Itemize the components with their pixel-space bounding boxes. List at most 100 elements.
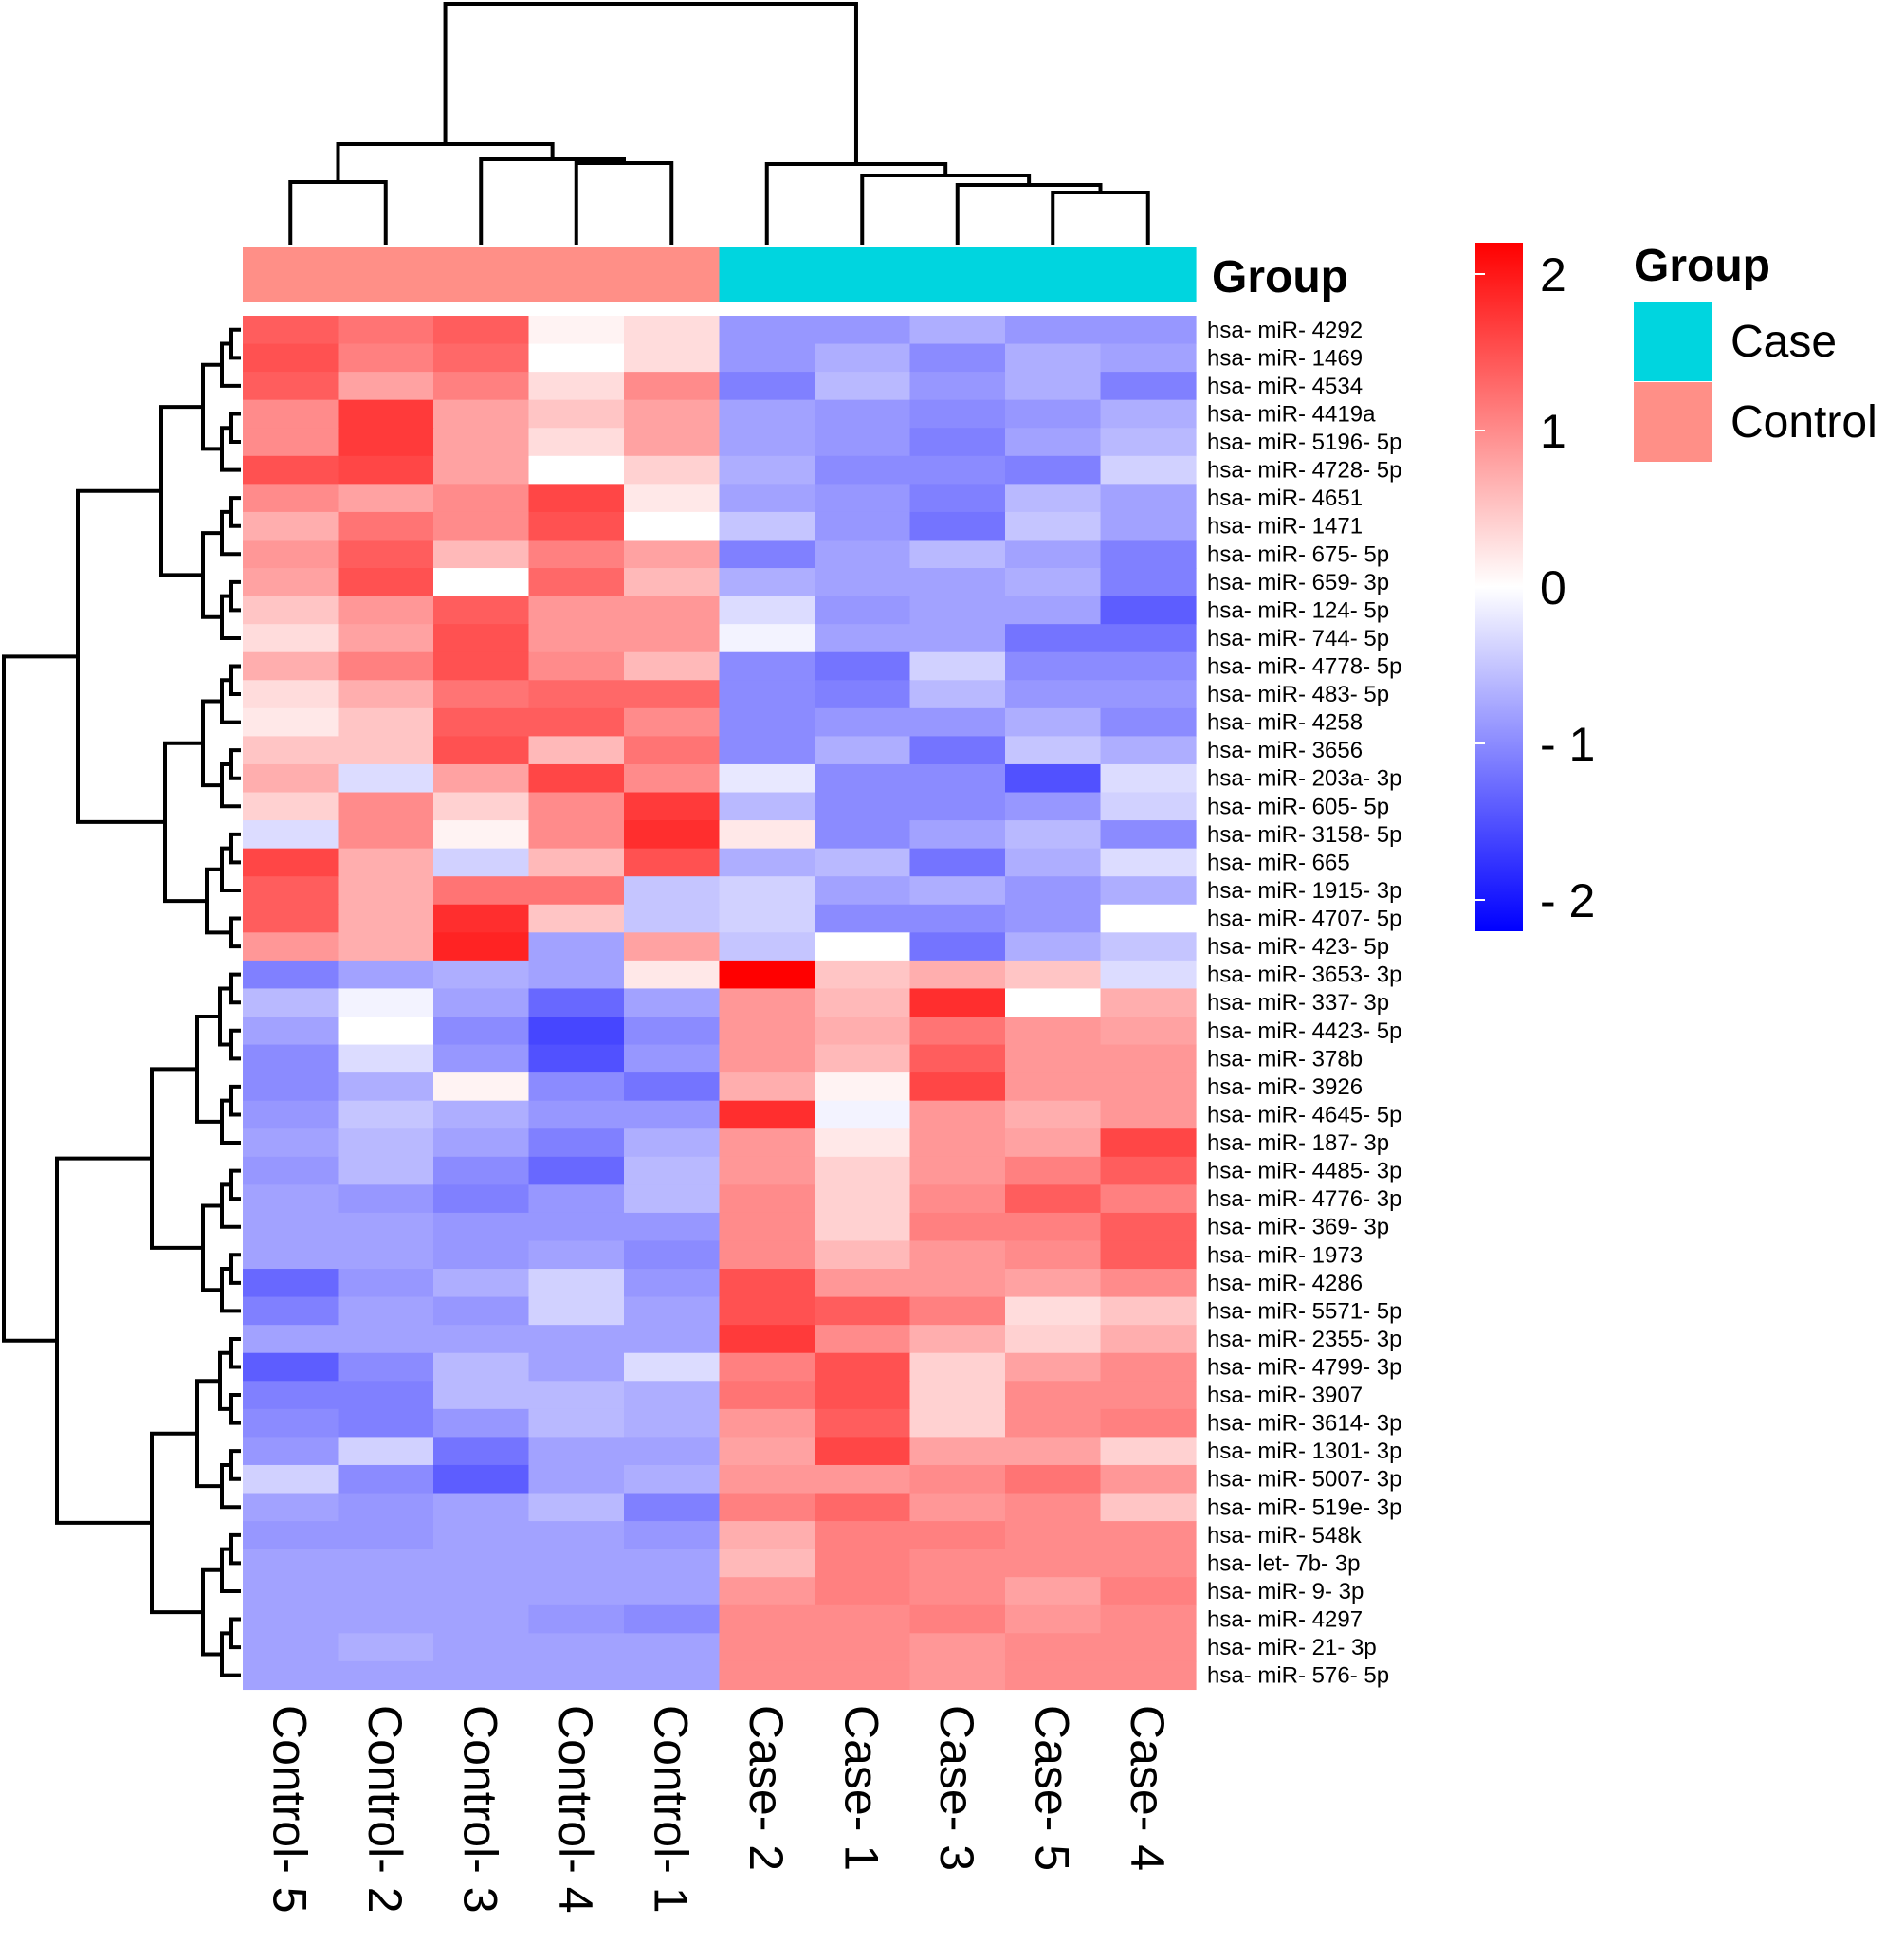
heatmap-cell xyxy=(433,1464,530,1494)
heatmap-cell xyxy=(338,680,434,709)
heatmap-cell xyxy=(815,960,911,990)
row-label: hsa- miR- 4651 xyxy=(1207,486,1363,511)
heatmap-cell xyxy=(1005,372,1102,401)
dendrogram-branch xyxy=(288,180,388,245)
heatmap-cell xyxy=(338,1325,434,1354)
row-label: hsa- miR- 4423- 5p xyxy=(1207,1018,1401,1044)
heatmap-cell xyxy=(1100,1577,1197,1606)
heatmap-cell xyxy=(719,1017,815,1046)
heatmap-cell xyxy=(909,1212,1006,1242)
heatmap-cell xyxy=(909,316,1006,345)
heatmap-cell xyxy=(909,511,1006,541)
heatmap-cell xyxy=(528,820,625,850)
heatmap-cell xyxy=(338,1660,434,1691)
heatmap-cell xyxy=(719,1408,815,1438)
heatmap-cell xyxy=(528,1100,625,1129)
heatmap-cell xyxy=(624,428,721,457)
heatmap-cell xyxy=(1005,596,1102,625)
heatmap-cell xyxy=(624,455,721,485)
heatmap-cell xyxy=(338,540,434,569)
heatmap-cell xyxy=(243,736,339,765)
heatmap-cell xyxy=(338,1464,434,1494)
heatmap-cell xyxy=(338,568,434,597)
heatmap-cell xyxy=(719,1660,815,1691)
heatmap-cell xyxy=(338,960,434,990)
row-label: hsa- miR- 483- 5p xyxy=(1207,682,1389,707)
heatmap-cell xyxy=(1100,1017,1197,1046)
row-label: hsa- miR- 4799- 3p xyxy=(1207,1355,1401,1381)
heatmap-cell xyxy=(909,1521,1006,1550)
heatmap-cells xyxy=(243,316,1197,1691)
heatmap-cell xyxy=(1100,1325,1197,1354)
heatmap-cell xyxy=(338,707,434,737)
heatmap-cell xyxy=(1100,904,1197,933)
heatmap-cell xyxy=(909,707,1006,737)
group-bar-cell xyxy=(624,247,721,302)
heatmap-cell xyxy=(528,511,625,541)
heatmap-cell xyxy=(528,1660,625,1691)
heatmap-cell xyxy=(528,960,625,990)
heatmap-cell xyxy=(243,484,339,513)
heatmap-cell xyxy=(433,932,530,962)
heatmap-cell xyxy=(243,1660,339,1691)
dendrogram-branch xyxy=(201,362,222,451)
heatmap-cell xyxy=(719,651,815,681)
legend-swatch xyxy=(1634,302,1712,381)
heatmap-cell xyxy=(909,1577,1006,1606)
dendrogram-branch xyxy=(229,496,241,528)
column-labels: Control- 5 Control- 2 Control- 3 Control- 4… xyxy=(263,1705,1174,1914)
heatmap-cell xyxy=(528,763,625,794)
heatmap-cell xyxy=(338,820,434,850)
heatmap-cell xyxy=(624,1240,721,1270)
heatmap-cell xyxy=(528,1325,625,1354)
dendrogram-branch xyxy=(76,488,165,824)
dendrogram-branch xyxy=(229,412,241,445)
heatmap-cell xyxy=(433,1633,530,1662)
heatmap-cell xyxy=(528,707,625,737)
heatmap-cell xyxy=(1100,1464,1197,1494)
row-label: hsa- miR- 9- 3p xyxy=(1207,1579,1364,1604)
heatmap-cell xyxy=(1005,343,1102,373)
heatmap-cell xyxy=(815,455,911,485)
column-label: Control- 4 xyxy=(549,1705,602,1914)
heatmap-cell xyxy=(1100,540,1197,569)
group-bar-cell xyxy=(909,247,1006,302)
heatmap-cell xyxy=(624,1325,721,1354)
row-label: hsa- miR- 203a- 3p xyxy=(1207,766,1401,792)
heatmap-cell xyxy=(909,1408,1006,1438)
heatmap-cell xyxy=(243,540,339,569)
heatmap-cell xyxy=(815,736,911,765)
row-label: hsa- miR- 1915- 3p xyxy=(1207,878,1401,904)
heatmap-cell xyxy=(909,540,1006,569)
heatmap-cell xyxy=(1005,1604,1102,1634)
heatmap-cell xyxy=(815,1660,911,1691)
heatmap-cell xyxy=(1005,707,1102,737)
heatmap-cell xyxy=(909,1660,1006,1691)
heatmap-cell xyxy=(243,1269,339,1298)
heatmap-cell xyxy=(624,484,721,513)
heatmap-cell xyxy=(528,568,625,597)
heatmap-cell xyxy=(1005,1156,1102,1185)
heatmap-cell xyxy=(1100,1381,1197,1410)
heatmap-cell xyxy=(433,372,530,401)
heatmap-cell xyxy=(433,1296,530,1326)
heatmap-cell xyxy=(433,960,530,990)
heatmap-cell xyxy=(909,596,1006,625)
heatmap-cell xyxy=(528,343,625,373)
heatmap-cell xyxy=(909,1017,1006,1046)
heatmap-cell xyxy=(815,1325,911,1354)
heatmap-cell xyxy=(243,876,339,906)
heatmap-cell xyxy=(624,624,721,653)
heatmap-cell xyxy=(815,343,911,373)
heatmap-cell xyxy=(1100,596,1197,625)
heatmap-cell xyxy=(338,1156,434,1185)
heatmap-cell xyxy=(338,1269,434,1298)
heatmap-cell xyxy=(433,904,530,933)
dendrogram-branch xyxy=(479,157,626,245)
heatmap-cell xyxy=(338,1100,434,1129)
heatmap-cell xyxy=(1005,1381,1102,1410)
heatmap-cell xyxy=(1100,1493,1197,1522)
heatmap-cell xyxy=(1005,1633,1102,1662)
dendrogram-branch xyxy=(229,1253,241,1285)
heatmap-cell xyxy=(624,1604,721,1634)
